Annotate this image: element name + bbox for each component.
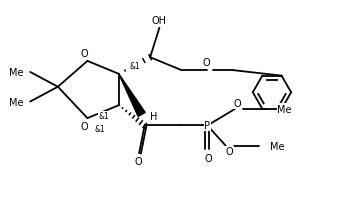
Text: &1: &1: [99, 111, 109, 120]
Polygon shape: [119, 74, 145, 117]
Text: Me: Me: [270, 141, 285, 151]
Text: &1: &1: [129, 62, 140, 71]
Text: &1: &1: [94, 124, 105, 133]
Text: Me: Me: [9, 97, 24, 107]
Text: H: H: [150, 111, 157, 121]
Text: O: O: [134, 156, 142, 166]
Text: O: O: [204, 153, 212, 163]
Text: O: O: [226, 147, 233, 156]
Text: O: O: [203, 58, 210, 68]
Text: OH: OH: [152, 16, 167, 26]
Text: &1: &1: [129, 62, 140, 71]
Text: Me: Me: [277, 104, 292, 114]
Text: O: O: [81, 122, 88, 132]
Text: O: O: [81, 49, 88, 59]
Text: P: P: [205, 121, 210, 131]
Text: O: O: [234, 99, 241, 109]
Text: Me: Me: [9, 68, 24, 78]
